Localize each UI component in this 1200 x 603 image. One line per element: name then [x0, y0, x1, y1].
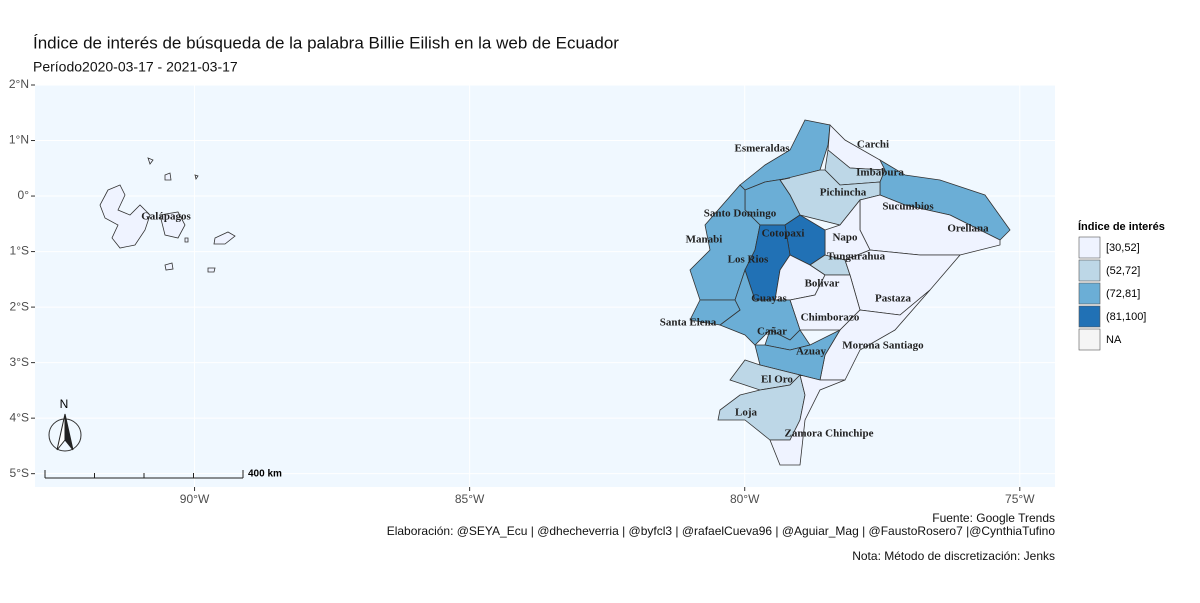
province-shape — [164, 262, 174, 271]
source: Fuente: Google Trends — [932, 511, 1055, 525]
province-shape — [689, 299, 741, 326]
legend-title: Índice de interés — [1078, 220, 1165, 233]
province-label: Guayas — [751, 293, 787, 305]
province-label: Imbabura — [856, 167, 904, 179]
north-label: N — [60, 397, 69, 411]
province-label: Loja — [735, 407, 758, 419]
legend-swatch — [1078, 328, 1101, 351]
legend-swatch — [1078, 259, 1101, 282]
credits: Elaboración: @SEYA_Ecu | @dhecheverria |… — [387, 524, 1056, 538]
province-label: Azuay — [796, 346, 826, 358]
province-shape — [147, 157, 154, 165]
title: Índice de interés de búsqueda de la pala… — [33, 33, 619, 52]
province-label: Tungurahua — [827, 251, 886, 263]
province-label: El Oro — [761, 374, 793, 386]
y-tick-label: 1°S — [10, 244, 29, 258]
province-shape — [99, 184, 151, 249]
scale-bar — [44, 470, 244, 479]
legend-swatch — [1078, 236, 1101, 259]
province-label: Santa Elena — [660, 317, 717, 329]
province-label: Cotopaxi — [762, 228, 805, 240]
province-shape — [213, 231, 236, 245]
legend-swatch — [1078, 282, 1101, 305]
province-label: Galápagos — [141, 211, 191, 223]
province-label: Pastaza — [875, 293, 912, 305]
province-label: Bolivar — [805, 278, 840, 290]
province-shape — [184, 237, 189, 243]
province-label: Esmeraldas — [735, 143, 791, 155]
province-shape — [159, 211, 186, 239]
legend-label: [30,52] — [1106, 242, 1140, 254]
province-shape — [789, 274, 861, 331]
province-label: Cañar — [757, 326, 787, 338]
north-arrow-right — [64, 413, 74, 451]
province-label: Santo Domingo — [704, 208, 777, 220]
scale-label: 400 km — [248, 469, 282, 480]
legend-label: (72,81] — [1106, 288, 1140, 300]
province-label: Zamora Chinchipe — [785, 428, 874, 440]
subtitle: Período2020-03-17 - 2021-03-17 — [33, 59, 238, 75]
y-tick-label: 1°N — [9, 133, 29, 147]
province-shape — [769, 374, 846, 466]
province-label: Napo — [832, 232, 858, 244]
y-tick-label: 2°S — [10, 299, 29, 313]
x-tick-label: 75°W — [1005, 492, 1035, 506]
province-label: Pichincha — [820, 187, 867, 199]
note: Nota: Método de discretización: Jenks — [852, 549, 1055, 563]
x-tick-label: 90°W — [180, 492, 210, 506]
province-shape — [164, 172, 172, 181]
y-tick-label: 0° — [18, 188, 30, 202]
y-tick-label: 3°S — [10, 355, 29, 369]
province-label: Orellana — [947, 223, 989, 235]
x-tick-label: 80°W — [730, 492, 760, 506]
y-tick-label: 2°N — [9, 77, 29, 91]
y-tick-label: 5°S — [10, 466, 29, 480]
province-label: Morona Santiago — [842, 340, 924, 352]
legend-label: NA — [1106, 334, 1122, 346]
y-tick-label: 4°S — [10, 410, 29, 424]
x-tick-label: 85°W — [455, 492, 485, 506]
legend-label: (81,100] — [1106, 311, 1146, 323]
legend-label: (52,72] — [1106, 265, 1140, 277]
north-arrow: N — [48, 397, 82, 452]
province-label: Los Rios — [728, 254, 769, 266]
province-label: Carchi — [857, 139, 889, 151]
province-shape — [207, 267, 216, 273]
province-shape — [194, 174, 199, 180]
province-label: Manabi — [686, 234, 723, 246]
legend-swatch — [1078, 305, 1101, 328]
province-label: Chimborazo — [801, 312, 860, 324]
province-label: Sucumbios — [882, 201, 934, 213]
